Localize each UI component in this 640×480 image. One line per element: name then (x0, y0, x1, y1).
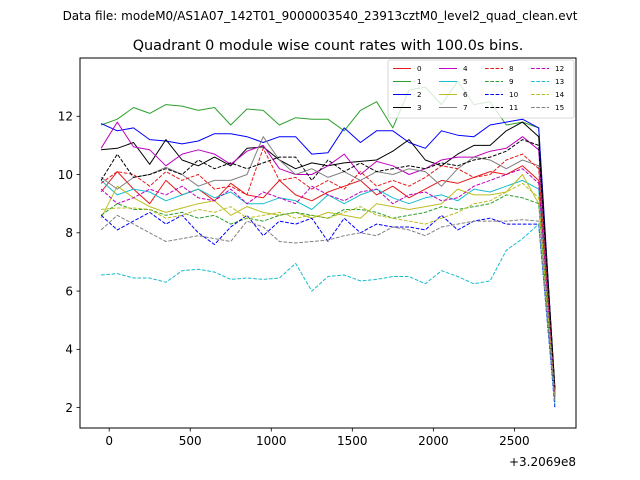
plot-frame (79, 57, 577, 429)
x-tick-label: 1500 (337, 434, 368, 448)
series-line-10 (100, 211, 556, 408)
legend-label-9: 9 (509, 77, 514, 86)
y-tick-label: 4 (65, 343, 73, 357)
legend-label-8: 8 (509, 64, 514, 73)
legend-label-15: 15 (555, 103, 564, 112)
legend-label-13: 13 (555, 77, 564, 86)
legend-label-1: 1 (417, 77, 422, 86)
series-line-0 (100, 165, 556, 394)
legend-label-0: 0 (417, 64, 422, 73)
series-line-9 (100, 194, 556, 402)
x-tick-label: 2000 (418, 434, 449, 448)
legend-label-6: 6 (463, 90, 468, 99)
chart-title: Quadrant 0 module wise count rates with … (133, 38, 524, 54)
y-tick-label: 8 (65, 226, 73, 240)
legend-label-4: 4 (463, 64, 468, 73)
series-line-15 (100, 214, 556, 402)
series-line-13 (101, 223, 556, 405)
axis-ticks: 0 500 1000 1500 2000 2500 2 4 6 8 10 12 (58, 110, 530, 448)
x-tick-label: 2500 (499, 434, 530, 448)
series-line-4 (100, 121, 556, 397)
x-offset-label: +3.2069e8 (509, 455, 576, 469)
series-line-2 (100, 118, 556, 391)
y-tick-label: 10 (58, 168, 73, 182)
legend-label-2: 2 (417, 90, 422, 99)
legend-label-3: 3 (417, 103, 422, 112)
y-tick-label: 12 (58, 110, 73, 124)
legend-label-14: 14 (555, 90, 565, 99)
legend-label-10: 10 (509, 90, 519, 99)
legend-frame (387, 59, 575, 119)
series-line-12 (100, 168, 556, 399)
figure-suptitle: Data file: modeM0/AS1A07_142T01_90000035… (63, 9, 578, 23)
series-line-11 (100, 139, 556, 391)
x-tick-label: 1000 (256, 434, 287, 448)
series-layer (100, 80, 556, 408)
x-tick-label: 0 (105, 434, 113, 448)
y-tick-label: 2 (65, 401, 73, 415)
series-line-14 (101, 182, 556, 399)
legend-label-11: 11 (509, 103, 518, 112)
legend-label-5: 5 (463, 77, 468, 86)
series-line-6 (100, 174, 556, 402)
legend-label-7: 7 (463, 103, 468, 112)
x-tick-label: 500 (179, 434, 202, 448)
legend-label-12: 12 (555, 64, 564, 73)
y-tick-label: 6 (65, 284, 73, 298)
series-line-8 (100, 147, 556, 397)
